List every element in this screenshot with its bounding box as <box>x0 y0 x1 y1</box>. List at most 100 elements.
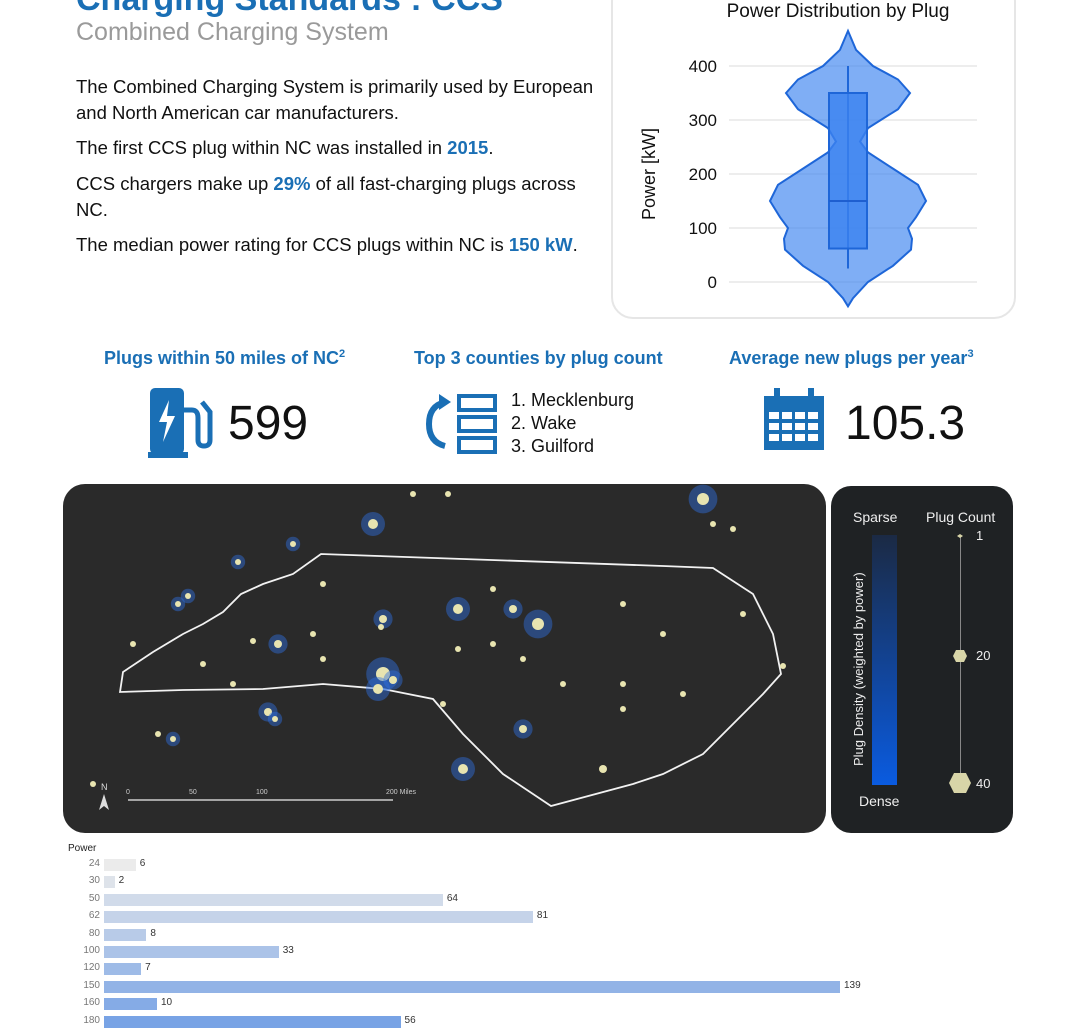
bar-value-label: 2 <box>118 875 125 887</box>
charger-marker[interactable] <box>490 586 496 592</box>
count-label: 1 <box>976 528 984 543</box>
avg-value: 105.3 <box>845 397 966 450</box>
bar-category-label: 50 <box>88 892 100 904</box>
charger-marker[interactable] <box>780 663 786 669</box>
sparse-label: Sparse <box>853 509 898 525</box>
hex-symbol-small <box>957 534 963 538</box>
scale-tick: 200 Miles <box>386 789 416 796</box>
charger-marker[interactable] <box>373 684 383 694</box>
bar-category-label: 24 <box>88 858 100 869</box>
page-title: Charging Standards : CCS <box>76 0 503 19</box>
charger-marker[interactable] <box>230 681 236 687</box>
text: The Combined Charging System is primaril… <box>76 76 594 123</box>
bar <box>104 928 147 941</box>
charger-marker[interactable] <box>368 519 378 529</box>
north-arrow-label: N <box>101 782 108 792</box>
text: The first CCS plug within NC was install… <box>76 137 448 158</box>
bar-value-label: 10 <box>160 997 173 1009</box>
bar-value-label: 7 <box>145 962 151 974</box>
highlight: 29% <box>273 173 311 194</box>
charger-marker[interactable] <box>532 618 544 630</box>
charger-marker[interactable] <box>310 631 316 637</box>
bar-category-label: 62 <box>88 910 100 922</box>
highlight: 2015 <box>447 137 489 158</box>
charger-marker[interactable] <box>458 764 468 774</box>
charger-marker[interactable] <box>680 691 686 697</box>
bar-category-label: 120 <box>83 962 100 974</box>
county-item: 1. Mecklenburg <box>511 390 635 410</box>
charger-marker[interactable] <box>520 656 526 662</box>
charger-marker[interactable] <box>155 731 161 737</box>
y-axis-label: Power [kW] <box>639 128 659 220</box>
charger-marker[interactable] <box>130 641 136 647</box>
charger-marker[interactable] <box>376 667 390 681</box>
charger-marker[interactable] <box>378 624 384 630</box>
highlight: 150 kW <box>508 234 573 255</box>
charger-marker[interactable] <box>560 681 566 687</box>
charger-marker[interactable] <box>379 615 387 623</box>
bar-category-label: 180 <box>83 1014 100 1026</box>
y-tick-label: 300 <box>689 111 717 130</box>
charger-marker[interactable] <box>290 541 296 547</box>
paragraph-1: The Combined Charging System is primaril… <box>76 74 606 126</box>
charger-marker[interactable] <box>710 521 716 527</box>
charger-marker[interactable] <box>320 656 326 662</box>
bar-value-label: 139 <box>844 979 861 991</box>
charger-marker[interactable] <box>410 491 416 497</box>
bar <box>104 859 136 871</box>
charger-marker[interactable] <box>274 640 282 648</box>
ev-charger-icon <box>148 388 213 458</box>
text: . <box>488 137 494 158</box>
charger-marker[interactable] <box>445 491 451 497</box>
charger-marker[interactable] <box>264 708 272 716</box>
bar-value-label: 6 <box>139 858 146 869</box>
charger-marker[interactable] <box>730 526 736 532</box>
bar-value-label: 8 <box>150 927 156 939</box>
charger-marker[interactable] <box>200 661 206 667</box>
charger-marker[interactable] <box>519 725 527 733</box>
dense-label: Dense <box>859 793 900 809</box>
bar <box>104 963 142 976</box>
charger-marker[interactable] <box>509 605 517 613</box>
charger-marker[interactable] <box>660 631 666 637</box>
charger-marker[interactable] <box>175 601 181 607</box>
density-axis-title: Plug Density (weighted by power) <box>851 572 866 766</box>
charger-marker[interactable] <box>740 611 746 617</box>
charger-marker[interactable] <box>389 676 397 684</box>
scale-tick: 100 <box>256 789 268 796</box>
hex-symbol-large <box>949 773 971 793</box>
scale-tick: 50 <box>189 789 197 796</box>
charger-marker[interactable] <box>90 781 96 787</box>
charger-marker[interactable] <box>440 701 446 707</box>
charger-marker[interactable] <box>620 681 626 687</box>
charger-marker[interactable] <box>235 559 241 565</box>
charger-marker[interactable] <box>250 638 256 644</box>
bar <box>104 946 279 958</box>
scale-tick: 0 <box>126 789 130 796</box>
y-tick-label: 100 <box>689 219 717 238</box>
charger-marker[interactable] <box>185 593 191 599</box>
charger-marker[interactable] <box>453 604 463 614</box>
charger-marker[interactable] <box>320 581 326 587</box>
y-tick-label: 0 <box>708 273 717 292</box>
charger-marker[interactable] <box>455 646 461 652</box>
chart-title: Power Distribution by Plug <box>727 1 950 22</box>
charger-marker[interactable] <box>272 716 278 722</box>
charger-marker[interactable] <box>170 736 176 742</box>
charger-marker[interactable] <box>620 601 626 607</box>
paragraph-2: The first CCS plug within NC was install… <box>76 135 606 161</box>
bar <box>104 893 443 906</box>
calendar-icon <box>764 388 824 450</box>
bar-value-label: 56 <box>404 1014 416 1026</box>
north-arrow-icon <box>99 794 109 810</box>
violin-chart-card <box>611 0 1016 319</box>
charger-marker[interactable] <box>490 641 496 647</box>
nc-charger-map[interactable]: N 0 50 100 200 Miles <box>63 484 826 833</box>
text: of all fast-charging plugs across NC. <box>76 173 576 220</box>
bar-value-label: 81 <box>536 910 549 922</box>
charger-marker[interactable] <box>599 765 607 773</box>
ranked-list-icon <box>425 394 497 454</box>
charger-marker[interactable] <box>620 706 626 712</box>
y-tick-label: 400 <box>689 57 717 76</box>
charger-marker[interactable] <box>697 493 709 505</box>
